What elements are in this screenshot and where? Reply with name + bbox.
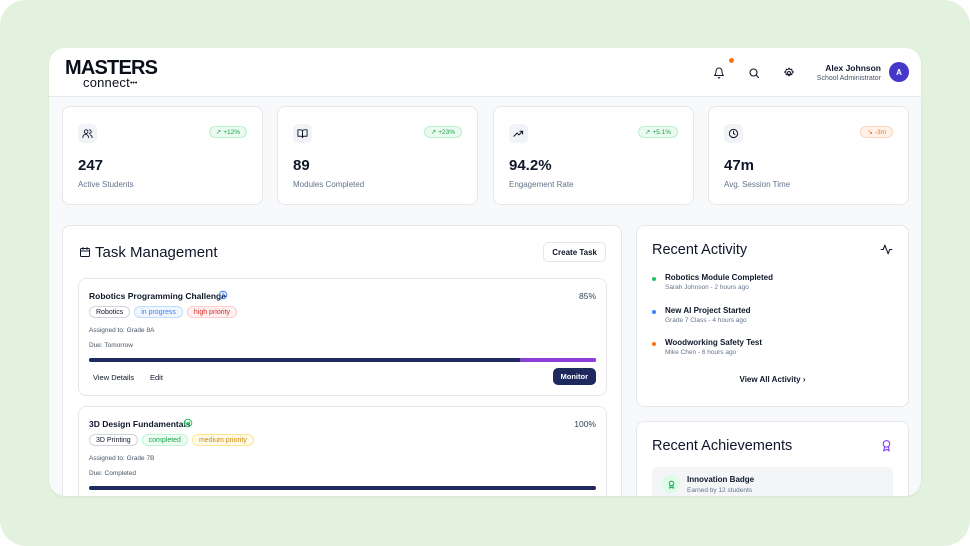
stat-value: 89 [293,157,310,174]
users-icon [78,124,97,143]
user-name: Alex Johnson [825,63,881,73]
trending-up-icon [509,124,528,143]
category-tag: Robotics [89,306,131,318]
status-badge: completed [141,434,188,446]
category-tag: 3D Printing [89,434,138,446]
panel-title: Recent Activity [652,242,748,258]
user-role: School Administrator [816,75,881,82]
book-open-icon [293,124,312,143]
activity-title: New AI Project Started [665,306,751,315]
task-title: 3D Design Fundamentals [89,419,191,429]
trend-badge: ↘ -3m [860,126,893,138]
stat-card-students: ↗ +12% 247 Active Students [62,106,263,205]
stat-label: Engagement Rate [509,180,574,189]
progress-remainder [519,358,596,362]
trend-badge: ↗ +23% [423,126,462,138]
progress-fill [89,358,520,362]
activity-meta: Sarah Johnson - 2 hours ago [665,284,749,291]
task-assigned: Assigned to: Grade 7B [89,455,155,462]
activity-title: Woodworking Safety Test [665,338,763,347]
task-percent: 85% [578,291,596,301]
achievement-meta: Earned by 12 students [687,487,753,494]
task-due: Due: Tomorrow [89,342,133,349]
task-percent: 100% [574,419,596,429]
chevron-right-icon: › [802,375,806,384]
stat-label: Modules Completed [293,180,365,189]
task-tags: Robotics in progress high priority [89,306,238,318]
monitor-button[interactable]: Monitor [552,368,596,385]
priority-badge: medium priority [191,434,254,446]
trend-up-icon: ↗ [215,129,222,136]
activity-dot [652,277,656,281]
task-title: Robotics Programming Challenge [89,291,226,301]
activity-dot [652,310,656,314]
task-card[interactable]: Robotics Programming Challenge 85% Robot… [78,278,607,396]
achievement-title: Innovation Badge [687,475,755,484]
bell-icon[interactable] [712,66,726,80]
status-badge: in progress [134,306,183,318]
activity-meta: Grade 7 Class - 4 hours ago [665,317,747,324]
task-tags: 3D Printing completed medium priority [89,434,254,446]
panel-title: Recent Achievements [652,438,793,454]
search-icon[interactable] [747,66,761,80]
stat-value: 247 [78,157,104,174]
activity-meta: Mike Chen - 6 hours ago [665,349,737,356]
task-due: Due: Completed [89,470,136,477]
edit-button[interactable]: Edit [150,373,163,382]
trend-up-icon: ↗ [644,129,651,136]
logo-dots: ••• [129,80,138,87]
calendar-icon [80,247,90,257]
recent-activity-panel: Recent Activity Robotics Module Complete… [636,225,909,407]
activity-pulse-icon [880,244,893,255]
activity-dot [652,342,656,346]
priority-badge: high priority [186,306,238,318]
task-card[interactable]: 3D Design Fundamentals 100% 3D Printing … [78,406,607,496]
activity-title: Robotics Module Completed [665,273,773,282]
create-task-button[interactable]: Create Task [543,242,606,262]
masters-connect-logo[interactable]: MASTERS connect••• [65,57,158,90]
stat-label: Avg. Session Time [724,180,791,189]
app-window: MASTERS connect••• Alex Johnson School A… [49,48,921,496]
panel-title: Task Management [95,244,218,261]
trend-down-icon: ↘ [867,129,873,136]
trend-up-icon: ↗ [430,129,437,136]
recent-achievements-panel: Recent Achievements Innovation Badge Ear… [636,421,909,496]
logo-wordmark: MASTERS [65,57,158,79]
achievement-item[interactable]: Innovation Badge Earned by 12 students [652,467,893,496]
trend-badge: ↗ +12% [208,126,247,138]
trend-badge: ↗ +5.1% [637,126,678,138]
clock-icon [724,124,743,143]
logo-subword: connect••• [83,75,138,90]
task-progress-bar [89,358,596,362]
stat-card-session-time: ↘ -3m 47m Avg. Session Time [708,106,909,205]
top-header: MASTERS connect••• Alex Johnson School A… [49,48,921,97]
gear-icon[interactable] [782,66,796,80]
award-icon [662,475,680,493]
stat-value: 94.2% [509,157,552,174]
stat-label: Active Students [78,180,134,189]
stat-card-engagement: ↗ +5.1% 94.2% Engagement Rate [493,106,694,205]
stat-card-modules: ↗ +23% 89 Modules Completed [277,106,478,205]
task-progress-bar [89,486,596,490]
task-assigned: Assigned to: Grade 8A [89,327,155,334]
check-circle-icon [183,418,193,428]
view-details-button[interactable]: View Details [93,373,135,382]
progress-fill [89,486,596,490]
avatar[interactable]: A [889,62,909,82]
stat-value: 47m [724,157,755,174]
task-management-panel: Task Management Create Task Robotics Pro… [62,225,622,496]
clock-icon [218,290,228,300]
award-icon [882,440,891,452]
view-all-activity-link[interactable]: View All Activity › [739,375,806,384]
notification-dot [729,58,734,63]
